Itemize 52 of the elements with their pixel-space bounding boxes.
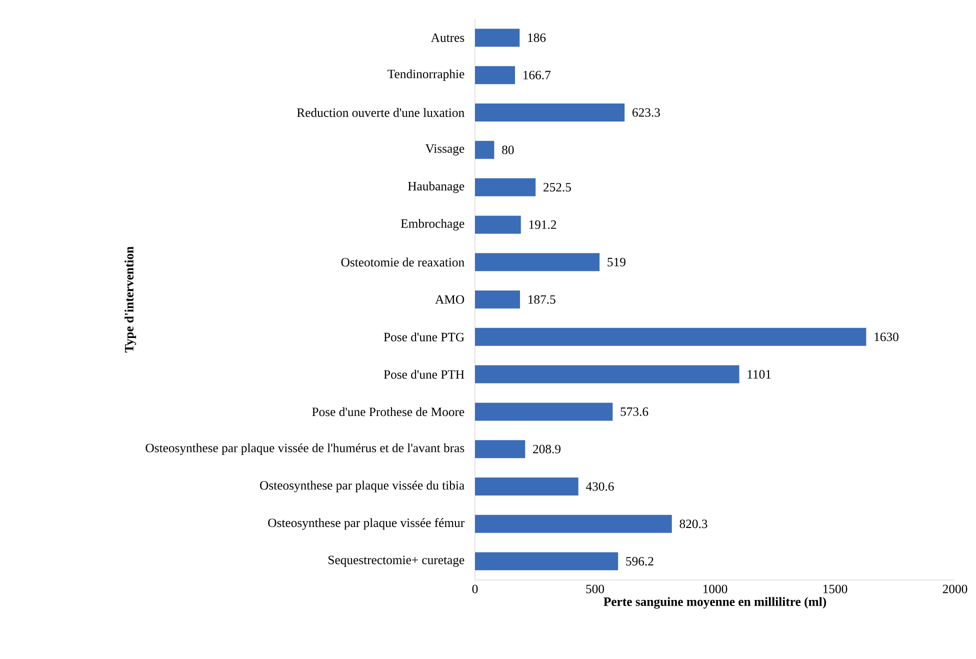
bar [475, 66, 516, 84]
data-label: 573.6 [620, 407, 648, 416]
y-tick-label: Autres [430, 33, 464, 42]
x-tick-label: 2000 [942, 584, 968, 594]
bar [475, 514, 672, 533]
data-label: 430.6 [586, 482, 614, 491]
data-label: 1101 [748, 370, 771, 379]
data-label: 208.9 [533, 444, 560, 454]
y-tick-label: Pose d'une Prothese de Moore [312, 407, 464, 416]
x-tick-label: 1500 [823, 584, 848, 594]
y-tick-label: Haubanage [408, 182, 464, 194]
y-tick-label: Osteosynthese par plaque vissée de l'humérus et de l'avant bras [146, 443, 464, 455]
data-label: 1630 [874, 332, 898, 342]
y-tick-label: Pose d'une PTH [384, 370, 464, 379]
x-axis-title: Perte sanguine moyenne en millilitre (ml) [604, 597, 826, 609]
y-tick-label: Embrochage [400, 218, 464, 230]
y-tick-label: Osteosynthese par plaque vissée fémur [268, 518, 464, 530]
data-label: 191.2 [529, 220, 556, 229]
y-tick-label: Sequestrectomie+ curetage [328, 556, 464, 567]
y-tick-label: Vissage [425, 144, 464, 156]
bar [475, 253, 600, 272]
bar [475, 365, 740, 384]
bar [475, 328, 866, 346]
y-tick-label: Reduction ouverte d'une luxation [296, 108, 464, 117]
bar [475, 402, 613, 421]
data-label: 80 [502, 146, 514, 154]
data-label: 187.5 [528, 295, 556, 304]
bar [475, 140, 494, 159]
y-tick-label: Tendinorraphie [388, 69, 464, 81]
data-label: 252.5 [544, 183, 571, 192]
bar [475, 552, 618, 570]
x-tick-label: 1000 [703, 584, 728, 594]
bar [475, 28, 520, 47]
data-label: 596.2 [626, 557, 654, 566]
y-tick-label: Osteosynthese par plaque vissée du tibia [260, 480, 464, 492]
x-tick-label: 0 [472, 584, 478, 594]
y-tick-label: Pose d'une PTG [384, 332, 464, 342]
y-axis-title: Type d'intervention [124, 246, 136, 352]
y-tick-label: AMO [435, 295, 464, 304]
bar [475, 216, 521, 234]
bar [475, 103, 625, 122]
data-label: 519 [608, 258, 626, 266]
data-label: 623.3 [632, 108, 660, 117]
bar [475, 440, 526, 458]
bar [475, 477, 578, 496]
data-label: 820.3 [680, 520, 708, 528]
x-tick-label: 500 [586, 584, 604, 594]
data-label: 186 [528, 33, 546, 42]
bar [475, 290, 520, 308]
bar [475, 178, 536, 196]
data-label: 166.7 [523, 70, 551, 80]
y-tick-label: Osteotomie de reaxation [341, 258, 464, 267]
